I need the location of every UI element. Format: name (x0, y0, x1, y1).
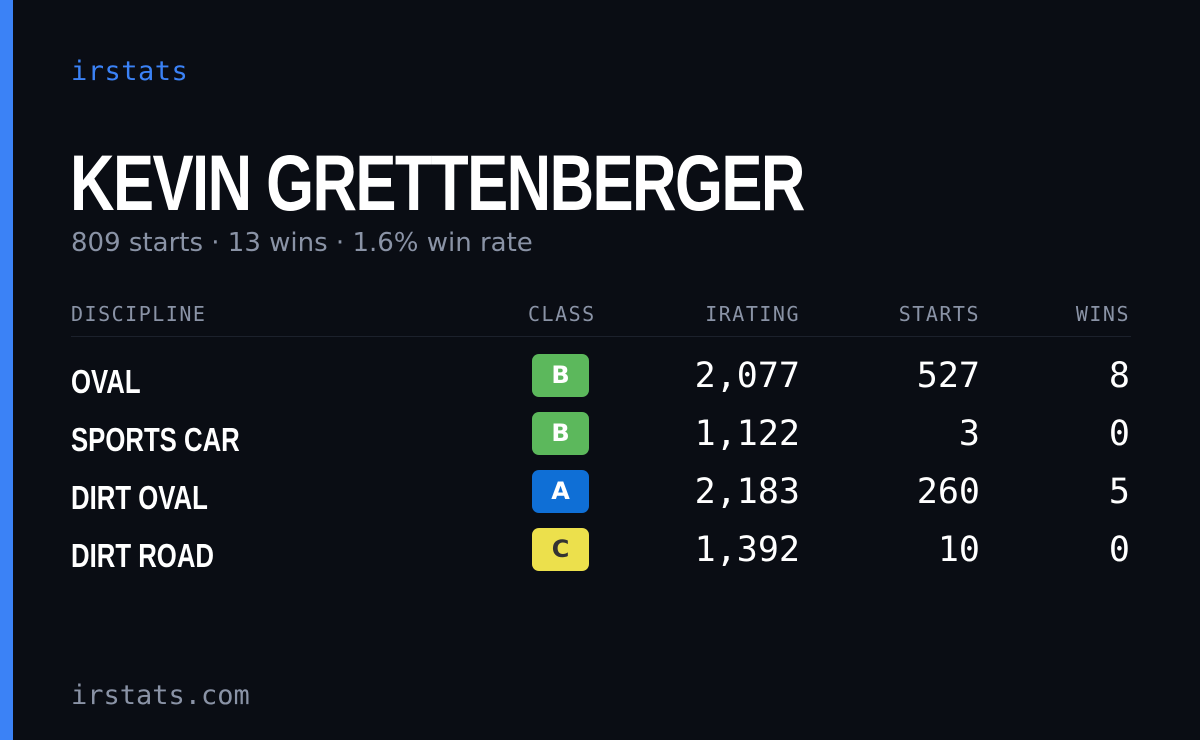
table-row: SPORTS CAR B 1,122 3 0 (71, 395, 1131, 458)
irating-value: 2,077 (694, 356, 800, 396)
class-badge: B (532, 412, 589, 455)
starts-value: 527 (916, 356, 980, 396)
player-name: KEVIN GRETTENBERGER (70, 138, 805, 227)
header-irating: IRATING (705, 302, 800, 326)
starts-value: 260 (916, 472, 980, 512)
discipline-name: DIRT OVAL (71, 479, 208, 516)
stats-table: DISCIPLINE CLASS IRATING STARTS WINS OVA… (71, 298, 1131, 574)
discipline-name: OVAL (71, 363, 141, 400)
brand-logo: irstats (71, 56, 189, 87)
class-badge: A (532, 470, 589, 513)
wins-value: 0 (1108, 414, 1130, 454)
wins-value: 5 (1108, 472, 1130, 512)
header-discipline: DISCIPLINE (71, 302, 207, 326)
table-row: OVAL B 2,077 527 8 (71, 337, 1131, 400)
table-row: DIRT ROAD C 1,392 10 0 (71, 511, 1131, 574)
header-class: CLASS (528, 302, 596, 326)
table-row: DIRT OVAL A 2,183 260 5 (71, 453, 1131, 516)
header-starts: STARTS (898, 302, 980, 326)
header-wins: WINS (1075, 302, 1130, 326)
discipline-name: SPORTS CAR (71, 421, 240, 458)
wins-value: 8 (1108, 356, 1130, 396)
starts-value: 10 (937, 530, 980, 570)
discipline-name: DIRT ROAD (71, 537, 214, 574)
class-badge: B (532, 354, 589, 397)
player-summary: 809 starts · 13 wins · 1.6% win rate (71, 228, 533, 258)
class-badge: C (532, 528, 589, 571)
wins-value: 0 (1108, 530, 1130, 570)
irating-value: 1,392 (694, 530, 800, 570)
starts-value: 3 (958, 414, 980, 454)
accent-bar (0, 0, 13, 740)
irating-value: 2,183 (694, 472, 800, 512)
irating-value: 1,122 (694, 414, 800, 454)
table-header: DISCIPLINE CLASS IRATING STARTS WINS (71, 298, 1131, 337)
site-url: irstats.com (71, 680, 250, 711)
